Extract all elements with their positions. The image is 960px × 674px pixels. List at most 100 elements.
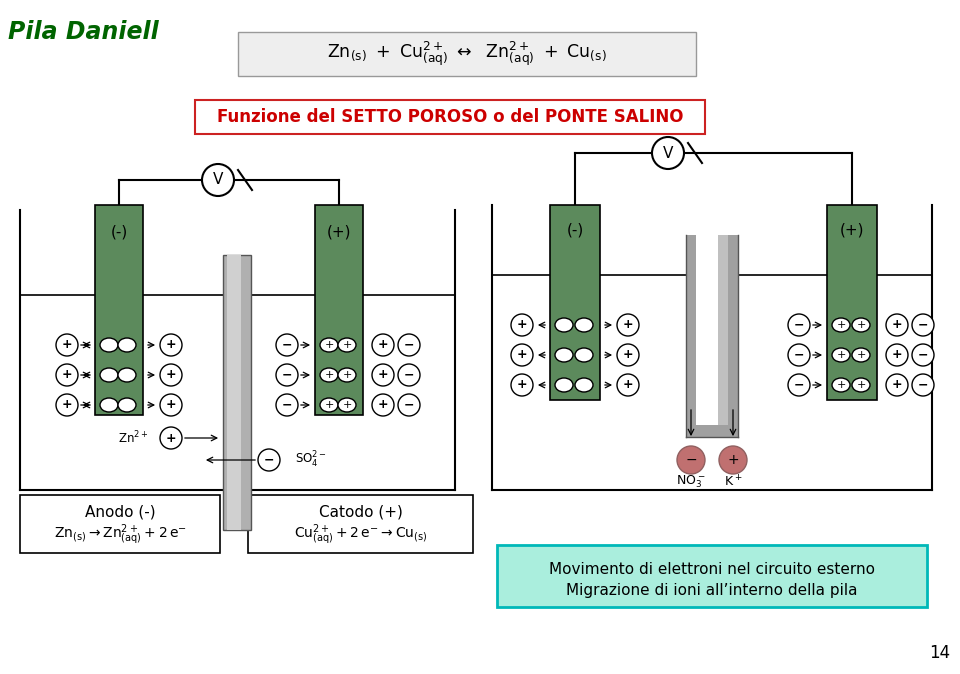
Text: V: V: [662, 146, 673, 160]
Circle shape: [912, 314, 934, 336]
Text: −: −: [794, 379, 804, 392]
Ellipse shape: [555, 378, 573, 392]
Text: +: +: [516, 348, 527, 361]
Circle shape: [56, 334, 78, 356]
Bar: [686, 235, 696, 437]
Bar: [195, 100, 705, 134]
Circle shape: [617, 344, 639, 366]
Circle shape: [160, 334, 182, 356]
Circle shape: [398, 394, 420, 416]
Text: −: −: [281, 369, 292, 381]
Text: Migrazione di ioni all’interno della pila: Migrazione di ioni all’interno della pil…: [566, 582, 857, 597]
Text: (+): (+): [326, 225, 351, 240]
Circle shape: [511, 344, 533, 366]
Ellipse shape: [555, 348, 573, 362]
Circle shape: [886, 314, 908, 336]
Bar: [238, 32, 696, 76]
Text: +: +: [61, 369, 72, 381]
Ellipse shape: [100, 398, 118, 412]
Circle shape: [788, 314, 810, 336]
Text: −: −: [281, 338, 292, 352]
Circle shape: [56, 394, 78, 416]
Text: +: +: [377, 398, 388, 412]
Bar: [223, 255, 251, 530]
Text: (-): (-): [566, 223, 584, 238]
Text: −: −: [918, 319, 928, 332]
Text: −: −: [281, 398, 292, 412]
Ellipse shape: [118, 398, 136, 412]
Bar: [95, 205, 143, 415]
Circle shape: [617, 314, 639, 336]
Ellipse shape: [555, 318, 573, 332]
Text: 14: 14: [929, 644, 950, 662]
Text: −: −: [918, 348, 928, 361]
Circle shape: [160, 364, 182, 386]
Bar: [728, 235, 738, 437]
Circle shape: [886, 344, 908, 366]
Circle shape: [677, 446, 705, 474]
Ellipse shape: [832, 348, 850, 362]
Text: +: +: [343, 340, 351, 350]
Text: V: V: [213, 173, 223, 187]
Ellipse shape: [575, 318, 593, 332]
Circle shape: [160, 394, 182, 416]
Text: Catodo (+): Catodo (+): [319, 505, 402, 520]
Text: +: +: [324, 370, 334, 380]
Circle shape: [652, 137, 684, 169]
Text: $\mathrm{Zn_{(s)} \rightarrow Zn^{2+}_{(aq)} + 2\,e^{-}}$: $\mathrm{Zn_{(s)} \rightarrow Zn^{2+}_{(…: [54, 523, 186, 547]
Bar: [315, 205, 363, 415]
Text: +: +: [856, 380, 866, 390]
Circle shape: [276, 394, 298, 416]
Circle shape: [258, 449, 280, 471]
Text: +: +: [343, 370, 351, 380]
Text: $\mathrm{Cu^{2+}_{(aq)} + 2\,e^{-} \rightarrow Cu_{(s)}}$: $\mathrm{Cu^{2+}_{(aq)} + 2\,e^{-} \righ…: [294, 523, 427, 547]
Text: +: +: [856, 320, 866, 330]
Circle shape: [56, 364, 78, 386]
Ellipse shape: [852, 348, 870, 362]
Text: +: +: [324, 340, 334, 350]
Circle shape: [511, 314, 533, 336]
Text: +: +: [61, 398, 72, 412]
Bar: [696, 235, 718, 425]
Text: +: +: [166, 398, 177, 412]
Text: +: +: [623, 379, 634, 392]
Ellipse shape: [338, 338, 356, 352]
Circle shape: [372, 394, 394, 416]
Text: −: −: [685, 453, 697, 467]
Text: +: +: [892, 348, 902, 361]
Circle shape: [617, 374, 639, 396]
Text: −: −: [404, 338, 415, 352]
Bar: [550, 205, 600, 400]
Text: Movimento di elettroni nel circuito esterno: Movimento di elettroni nel circuito este…: [549, 561, 875, 576]
Text: (+): (+): [840, 223, 864, 238]
Text: +: +: [623, 319, 634, 332]
Text: +: +: [836, 320, 846, 330]
Text: (-): (-): [110, 225, 128, 240]
Bar: [227, 255, 241, 530]
Circle shape: [202, 164, 234, 196]
Text: $\mathrm{K^+}$: $\mathrm{K^+}$: [724, 474, 742, 489]
Ellipse shape: [100, 338, 118, 352]
Text: −: −: [404, 369, 415, 381]
Text: $\mathrm{Zn_{(s)}\ +\ Cu^{2+}_{(aq)}\ \leftrightarrow\ \ Zn^{2+}_{(aq)}\ +\ Cu_{: $\mathrm{Zn_{(s)}\ +\ Cu^{2+}_{(aq)}\ \l…: [327, 40, 607, 68]
Text: +: +: [377, 369, 388, 381]
Text: Anodo (-): Anodo (-): [84, 505, 156, 520]
Text: −: −: [264, 454, 275, 466]
Text: Pila Daniell: Pila Daniell: [8, 20, 158, 44]
Circle shape: [276, 364, 298, 386]
Text: +: +: [343, 400, 351, 410]
Bar: [248, 495, 473, 553]
Text: +: +: [836, 380, 846, 390]
Text: −: −: [918, 379, 928, 392]
Circle shape: [886, 374, 908, 396]
Circle shape: [788, 374, 810, 396]
Ellipse shape: [575, 378, 593, 392]
Text: $\mathrm{SO_4^{2-}}$: $\mathrm{SO_4^{2-}}$: [295, 450, 326, 470]
Text: +: +: [623, 348, 634, 361]
Ellipse shape: [320, 338, 338, 352]
Text: +: +: [377, 338, 388, 352]
Ellipse shape: [832, 318, 850, 332]
Text: +: +: [166, 431, 177, 444]
Circle shape: [160, 427, 182, 449]
Text: +: +: [516, 379, 527, 392]
